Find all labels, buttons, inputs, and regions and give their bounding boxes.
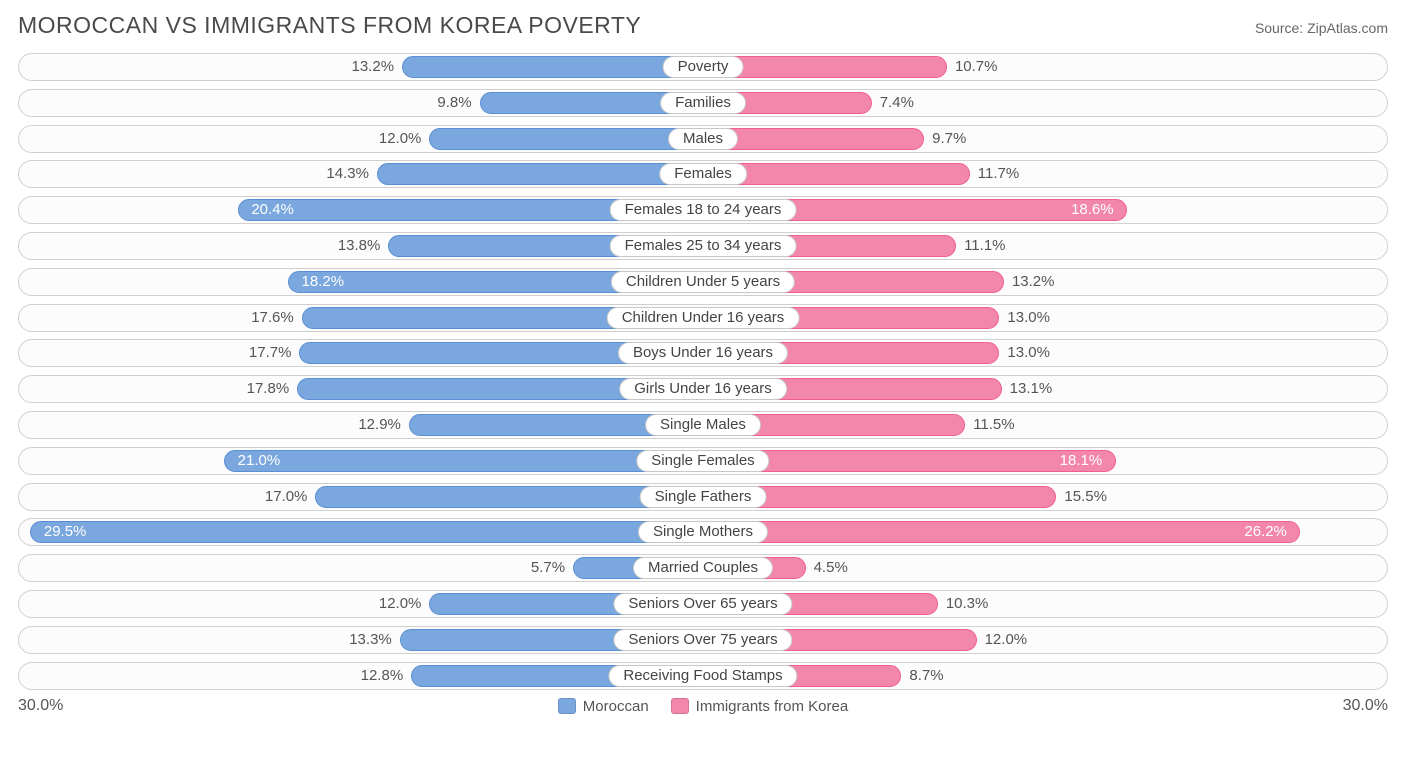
value-right: 11.1% [964, 233, 1005, 261]
chart-row: 17.8% 13.1% Girls Under 16 years [18, 375, 1388, 403]
chart-row: 14.3% 11.7% Females [18, 160, 1388, 188]
chart-row: 29.5% 26.2% Single Mothers [18, 518, 1388, 546]
category-label: Families [660, 92, 746, 114]
value-right: 11.5% [973, 412, 1014, 440]
value-left: 17.0% [265, 484, 308, 512]
value-left: 12.0% [379, 591, 422, 619]
chart-row: 17.7% 13.0% Boys Under 16 years [18, 339, 1388, 367]
value-left: 12.9% [358, 412, 401, 440]
value-left: 21.0% [238, 448, 281, 476]
value-left: 12.0% [379, 126, 422, 154]
chart-row: 18.2% 13.2% Children Under 5 years [18, 268, 1388, 296]
category-label: Children Under 5 years [611, 271, 795, 293]
bar-left [224, 450, 703, 472]
category-label: Girls Under 16 years [619, 378, 787, 400]
chart-row: 20.4% 18.6% Females 18 to 24 years [18, 196, 1388, 224]
chart-title: MOROCCAN VS IMMIGRANTS FROM KOREA POVERT… [18, 12, 641, 39]
value-right: 13.1% [1010, 376, 1053, 404]
chart-row: 13.2% 10.7% Poverty [18, 53, 1388, 81]
value-left: 29.5% [44, 519, 87, 547]
value-right: 15.5% [1064, 484, 1107, 512]
bar-left [377, 163, 703, 185]
axis-max-left: 30.0% [18, 697, 63, 715]
category-label: Receiving Food Stamps [608, 665, 797, 687]
value-left: 9.8% [437, 90, 471, 118]
bar-left [429, 128, 703, 150]
category-label: Males [668, 128, 738, 150]
value-left: 20.4% [251, 197, 294, 225]
category-label: Females [659, 163, 747, 185]
value-left: 14.3% [326, 161, 369, 189]
chart-source: Source: ZipAtlas.com [1255, 20, 1388, 36]
category-label: Single Females [636, 450, 769, 472]
value-left: 13.3% [349, 627, 392, 655]
category-label: Seniors Over 65 years [613, 593, 792, 615]
chart-row: 17.0% 15.5% Single Fathers [18, 483, 1388, 511]
legend-item-right: Immigrants from Korea [671, 698, 849, 715]
chart-row: 9.8% 7.4% Families [18, 89, 1388, 117]
axis-max-right: 30.0% [1343, 697, 1388, 715]
category-label: Females 25 to 34 years [610, 235, 797, 257]
legend: Moroccan Immigrants from Korea [558, 698, 848, 715]
chart-row: 12.9% 11.5% Single Males [18, 411, 1388, 439]
chart-row: 5.7% 4.5% Married Couples [18, 554, 1388, 582]
category-label: Married Couples [633, 557, 773, 579]
value-left: 17.8% [247, 376, 290, 404]
value-right: 13.0% [1007, 305, 1050, 333]
category-label: Children Under 16 years [607, 307, 800, 329]
chart-row: 13.8% 11.1% Females 25 to 34 years [18, 232, 1388, 260]
value-left: 17.6% [251, 305, 294, 333]
value-right: 12.0% [985, 627, 1028, 655]
chart-row: 12.8% 8.7% Receiving Food Stamps [18, 662, 1388, 690]
value-right: 7.4% [880, 90, 914, 118]
butterfly-chart: 13.2% 10.7% Poverty 9.8% 7.4% Families 12.0% 9.… [18, 53, 1388, 690]
value-right: 13.2% [1012, 269, 1055, 297]
value-right: 10.7% [955, 54, 998, 82]
category-label: Poverty [663, 56, 744, 78]
bar-left [402, 56, 703, 78]
legend-swatch-left [558, 698, 576, 714]
value-left: 13.2% [352, 54, 395, 82]
legend-label-left: Moroccan [583, 698, 649, 715]
value-left: 12.8% [361, 663, 404, 691]
category-label: Single Mothers [638, 521, 768, 543]
chart-row: 12.0% 10.3% Seniors Over 65 years [18, 590, 1388, 618]
category-label: Seniors Over 75 years [613, 629, 792, 651]
category-label: Single Males [645, 414, 761, 436]
value-left: 5.7% [531, 555, 565, 583]
chart-row: 17.6% 13.0% Children Under 16 years [18, 304, 1388, 332]
category-label: Single Fathers [640, 486, 767, 508]
value-left: 18.2% [302, 269, 345, 297]
category-label: Boys Under 16 years [618, 342, 788, 364]
value-left: 13.8% [338, 233, 381, 261]
value-right: 4.5% [814, 555, 848, 583]
value-right: 8.7% [909, 663, 943, 691]
value-right: 9.7% [932, 126, 966, 154]
bar-right [703, 521, 1300, 543]
value-right: 11.7% [978, 161, 1019, 189]
value-right: 13.0% [1007, 340, 1050, 368]
value-right: 18.6% [1071, 197, 1114, 225]
chart-row: 13.3% 12.0% Seniors Over 75 years [18, 626, 1388, 654]
value-right: 18.1% [1060, 448, 1103, 476]
bar-left [30, 521, 703, 543]
legend-swatch-right [671, 698, 689, 714]
chart-footer: 30.0% Moroccan Immigrants from Korea 30.… [18, 697, 1388, 715]
value-right: 26.2% [1244, 519, 1287, 547]
chart-header: MOROCCAN VS IMMIGRANTS FROM KOREA POVERT… [18, 12, 1388, 39]
legend-label-right: Immigrants from Korea [696, 698, 849, 715]
value-left: 17.7% [249, 340, 292, 368]
category-label: Females 18 to 24 years [610, 199, 797, 221]
chart-row: 21.0% 18.1% Single Females [18, 447, 1388, 475]
legend-item-left: Moroccan [558, 698, 649, 715]
value-right: 10.3% [946, 591, 989, 619]
chart-row: 12.0% 9.7% Males [18, 125, 1388, 153]
